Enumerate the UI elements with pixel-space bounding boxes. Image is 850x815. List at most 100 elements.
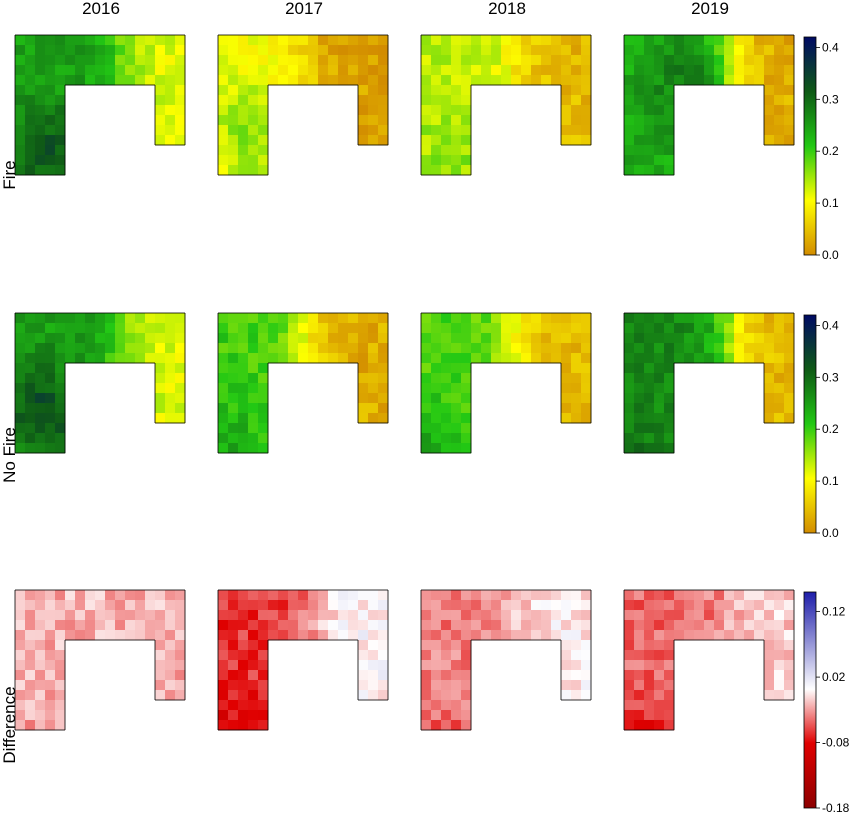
heatmap-cell [471,313,482,324]
heatmap-cell [318,35,329,46]
heatmap-cell [634,433,645,444]
heatmap-cell [764,403,775,414]
panel-no-fire-2018 [420,312,592,454]
heatmap-cell [218,313,229,324]
heatmap-cell [511,323,522,334]
heatmap-cell [258,85,269,96]
heatmap-cell [441,145,452,156]
heatmap-cell [441,620,452,631]
heatmap-cell [15,75,26,86]
heatmap-cell [784,403,795,414]
panel-no-fire-2019 [623,312,795,454]
heatmap-cell [165,65,176,76]
heatmap-cell [238,680,249,691]
heatmap-cell [358,650,369,661]
row-label-fire: Fire [0,160,19,189]
heatmap-cell [541,35,552,46]
heatmap-cell [571,690,582,701]
heatmap-cell [581,630,592,641]
heatmap-cell [25,333,36,344]
heatmap-cell [248,700,259,711]
heatmap-cell [431,443,442,454]
heatmap-cell [654,85,665,96]
heatmap-cell [624,413,635,424]
heatmap-cell [298,590,309,601]
heatmap-cell [258,155,269,166]
heatmap-cell [624,600,635,611]
heatmap-cell [135,343,146,354]
heatmap-cell [25,313,36,324]
heatmap-cell [634,373,645,384]
heatmap-cell [634,65,645,76]
heatmap-cell [674,333,685,344]
heatmap-cell [784,680,795,691]
heatmap-cell [358,35,369,46]
heatmap-cell [644,333,655,344]
heatmap-cell [764,610,775,621]
heatmap-cell [15,145,26,156]
heatmap-cell [95,313,106,324]
heatmap-cell [461,670,472,681]
heatmap-cell [644,125,655,136]
heatmap-cell [501,620,512,631]
heatmap-cell [25,670,36,681]
heatmap-cell [431,630,442,641]
heatmap-cell [135,35,146,46]
heatmap-cell [35,443,46,454]
heatmap-cell [35,65,46,76]
heatmap-cell [421,323,432,334]
heatmap-cell [664,135,675,146]
heatmap-cell [25,323,36,334]
heatmap-cell [308,65,319,76]
heatmap-cell [368,75,379,86]
heatmap-cell [501,313,512,324]
heatmap-cell [238,85,249,96]
heatmap-cell [248,75,259,86]
heatmap-cell [25,690,36,701]
heatmap-cell [228,640,239,651]
heatmap-cell [784,85,795,96]
heatmap-cell [704,65,715,76]
heatmap-cell [55,373,66,384]
heatmap-cell [441,403,452,414]
heatmap-cell [368,660,379,671]
heatmap-cell [441,680,452,691]
heatmap-cell [378,85,389,96]
heatmap-cell [15,85,26,96]
heatmap-cell [35,660,46,671]
heatmap-cell [571,600,582,611]
heatmap-cell [358,105,369,116]
heatmap-cell [175,363,186,374]
heatmap-cell [624,403,635,414]
heatmap-cell [25,353,36,364]
heatmap-cell [471,35,482,46]
heatmap-cell [654,313,665,324]
heatmap-cell [654,45,665,56]
heatmap-cell [531,600,542,611]
heatmap-cell [471,45,482,56]
heatmap-cell [308,323,319,334]
heatmap-cell [135,610,146,621]
heatmap-cell [511,590,522,601]
heatmap-cell [378,630,389,641]
heatmap-cell [441,423,452,434]
heatmap-cell [571,383,582,394]
heatmap-cell [65,600,76,611]
heatmap-cell [238,115,249,126]
heatmap-cell [561,630,572,641]
heatmap-cell [308,75,319,86]
heatmap-cell [45,393,56,404]
heatmap-cell [85,45,96,56]
heatmap-cell [421,690,432,701]
heatmap-cell [714,333,725,344]
heatmap-cell [654,353,665,364]
heatmap-cell [55,145,66,156]
heatmap-cell [551,55,562,66]
heatmap-cell [228,75,239,86]
heatmap-cell [258,660,269,671]
heatmap-cell [461,393,472,404]
heatmap-cell [491,333,502,344]
heatmap-cell [441,95,452,106]
heatmap-cell [45,413,56,424]
heatmap-cell [714,55,725,66]
